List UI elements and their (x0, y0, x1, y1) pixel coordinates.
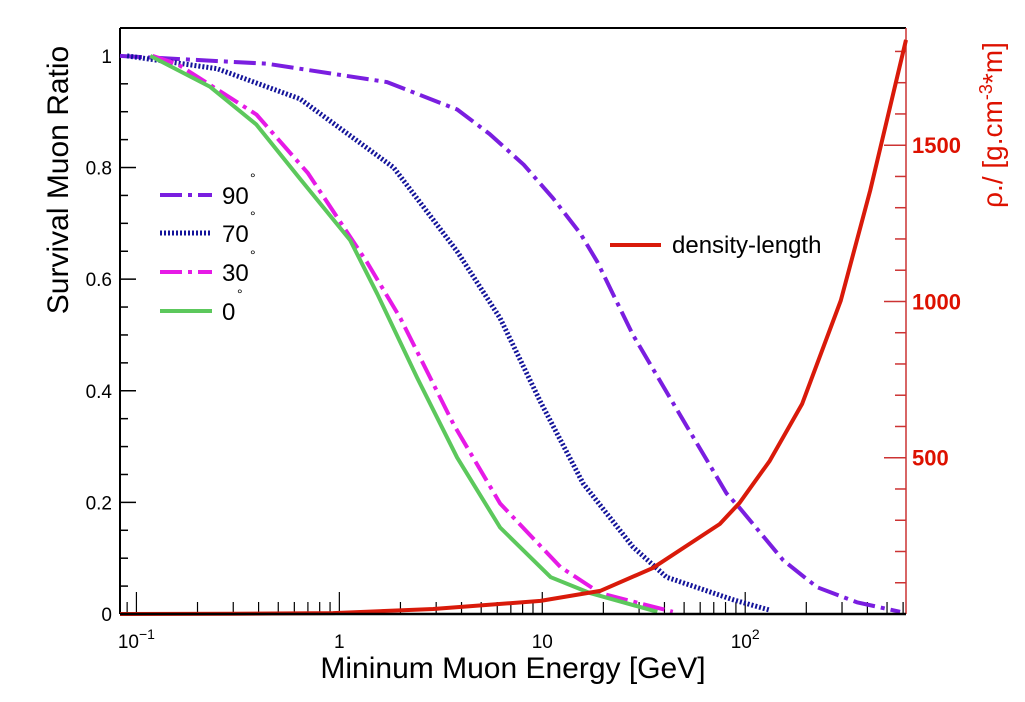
x-tick-label: 102 (731, 626, 760, 653)
x-tick-label: 1 (334, 632, 345, 653)
x-axis-title: Mininum Muon Energy [GeV] (320, 652, 705, 685)
y2-axis-title-main: ρ./ [g.cm (977, 100, 1008, 208)
y2-axis-title: ρ./ [g.cm-3*m] (976, 42, 1008, 208)
series-line-90 (119, 53, 901, 614)
x-tick-base: 1 (334, 632, 345, 653)
y-axis-title: Survival Muon Ratio (42, 46, 75, 314)
x-tick-label: 10 (532, 632, 553, 653)
y2-tick-label: 1500 (912, 133, 961, 158)
y2-axis-title-sup: -3 (976, 84, 996, 100)
legend-label: 90 (222, 183, 249, 210)
legend-label: density-length (672, 232, 821, 259)
series-line-70 (126, 53, 771, 613)
y-tick-label: 0.2 (86, 493, 112, 514)
y2-axis-title-end: *m] (977, 42, 1008, 84)
x-tick-base: 10 (731, 632, 752, 653)
y-tick-label: 1 (101, 47, 112, 68)
x-tick-base: 10 (532, 632, 553, 653)
legend-degree-sup: ° (250, 247, 256, 263)
y2-tick-label: 1000 (912, 289, 961, 314)
y2-tick-label: 500 (912, 446, 949, 471)
legend-degree-sup: ° (250, 208, 256, 224)
series-line-30 (151, 54, 674, 614)
x-tick-exponent: −1 (139, 626, 155, 642)
legend-degree-sup: ° (250, 170, 256, 186)
x-tick-label: 10−1 (118, 626, 155, 653)
legend-label: 0 (222, 299, 235, 326)
x-tick-exponent: 2 (752, 626, 760, 642)
legend-label: 70 (222, 221, 249, 248)
legend-label: 30 (222, 260, 249, 287)
y-tick-label: 0.4 (86, 382, 113, 403)
legend-degree-sup: ° (237, 286, 243, 302)
y-tick-label: 0.6 (86, 270, 112, 291)
series-line-density-length (119, 39, 908, 616)
y-tick-label: 0 (101, 605, 112, 626)
series-line-0 (149, 54, 658, 614)
x-tick-base: 10 (118, 632, 139, 653)
y-tick-label: 0.8 (86, 159, 112, 180)
